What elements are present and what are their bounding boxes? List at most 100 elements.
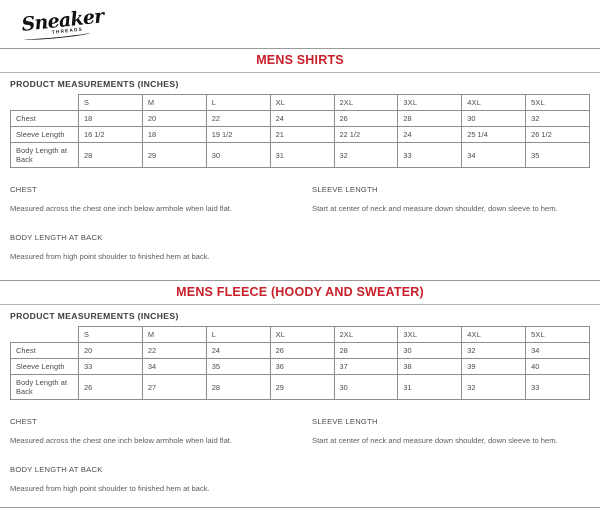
cell: 26 [333, 110, 399, 127]
row-label-body-length-at-back: Body Length at Back [10, 142, 79, 168]
definition-body-sleeve-length: Start at center of neck and measure down… [312, 436, 558, 445]
cell: 26 [269, 342, 335, 359]
cell: 28 [333, 342, 399, 359]
definition-spacer [10, 218, 300, 228]
sub-heading-product-measurements: PRODUCT MEASUREMENTS (INCHES) [10, 311, 179, 321]
cell: 22 [141, 342, 207, 359]
table-row: Sleeve Length 16 1/2 18 19 1/2 21 22 1/2… [10, 126, 590, 143]
section-spacer [0, 266, 600, 280]
section-bottom-rule [0, 304, 600, 305]
row-label-chest: Chest [10, 342, 79, 359]
col-header-5xl: 5XL [525, 326, 590, 343]
definition-term-chest: CHEST [10, 417, 37, 426]
cell: 33 [525, 374, 590, 400]
cell: 38 [397, 358, 463, 375]
cell: 18 [78, 110, 143, 127]
table-corner-cell [11, 95, 79, 111]
section-bottom-rule [0, 72, 600, 73]
cell: 40 [525, 358, 590, 375]
cell: 33 [78, 358, 143, 375]
definition-body-chest: Measured across the chest one inch below… [10, 436, 233, 445]
definition-term-body-length-at-back: BODY LENGTH AT BACK [10, 233, 103, 242]
size-table-mens-shirts: S M L XL 2XL 3XL 4XL 5XL Chest 18 20 [10, 94, 590, 168]
size-table-mens-fleece: S M L XL 2XL 3XL 4XL 5XL Chest 20 22 [10, 326, 590, 400]
definitions-right-column: SLEEVE LENGTH Start at center of neck an… [300, 180, 590, 266]
col-header-xl: XL [269, 94, 335, 111]
cell: 34 [525, 342, 590, 359]
cell: 32 [461, 374, 527, 400]
col-header-4xl: 4XL [461, 94, 527, 111]
section-top-rule [0, 280, 600, 281]
cell: 33 [397, 142, 463, 168]
cell: 16 1/2 [78, 126, 143, 143]
cell: 31 [269, 142, 335, 168]
table-wrapper: S M L XL 2XL 3XL 4XL 5XL Chest 18 20 [0, 94, 600, 168]
definition-term-sleeve-length: SLEEVE LENGTH [312, 185, 378, 194]
cell: 18 [141, 126, 207, 143]
row-label-sleeve-length: Sleeve Length [10, 126, 79, 143]
col-header-l: L [205, 326, 271, 343]
table-header-row: S M L XL 2XL 3XL 4XL 5XL [11, 326, 590, 343]
table-corner-cell [11, 327, 79, 343]
cell: 34 [141, 358, 207, 375]
cell: 34 [461, 142, 527, 168]
definitions-left-column: CHEST Measured across the chest one inch… [10, 180, 300, 266]
definitions-block: CHEST Measured across the chest one inch… [0, 400, 600, 498]
definition-body-body-length-at-back: Measured from high point shoulder to fin… [10, 484, 210, 493]
col-header-xl: XL [269, 326, 335, 343]
cell: 24 [205, 342, 271, 359]
cell: 25 1/4 [461, 126, 527, 143]
table-row: Chest 18 20 22 24 26 28 30 32 [10, 110, 590, 127]
cell: 24 [397, 126, 463, 143]
definitions-right-column: SLEEVE LENGTH Start at center of neck an… [300, 412, 590, 498]
section-top-rule [0, 48, 600, 49]
cell: 35 [205, 358, 271, 375]
table-row: Sleeve Length 33 34 35 36 37 38 39 40 [10, 358, 590, 375]
row-label-body-length-at-back: Body Length at Back [10, 374, 79, 400]
cell: 20 [141, 110, 207, 127]
section-title-mens-fleece: MENS FLEECE (HOODY AND SWEATER) [176, 285, 424, 299]
cell: 21 [269, 126, 335, 143]
cell: 30 [461, 110, 527, 127]
col-header-3xl: 3XL [397, 326, 463, 343]
col-header-2xl: 2XL [333, 94, 399, 111]
definition-term-sleeve-length: SLEEVE LENGTH [312, 417, 378, 426]
row-label-sleeve-length: Sleeve Length [10, 358, 79, 375]
cell: 32 [461, 342, 527, 359]
cell: 30 [397, 342, 463, 359]
col-header-l: L [205, 94, 271, 111]
col-header-m: M [141, 94, 207, 111]
definitions-block: CHEST Measured across the chest one inch… [0, 168, 600, 266]
table-row: Body Length at Back 26 27 28 29 30 31 32… [10, 374, 590, 400]
cell: 26 [78, 374, 143, 400]
cell: 29 [269, 374, 335, 400]
table-row: Body Length at Back 28 29 30 31 32 33 34… [10, 142, 590, 168]
section-mens-shirts: MENS SHIRTS PRODUCT MEASUREMENTS (INCHES… [0, 48, 600, 266]
sneaker-threads-logo: Sneaker THREADS [20, 5, 105, 46]
cell: 24 [269, 110, 335, 127]
definition-spacer [10, 450, 300, 460]
definition-body-sleeve-length: Start at center of neck and measure down… [312, 204, 558, 213]
brand-header: Sneaker THREADS [0, 0, 600, 48]
cell: 22 1/2 [333, 126, 399, 143]
cell: 28 [397, 110, 463, 127]
col-header-s: S [78, 326, 143, 343]
cell: 30 [333, 374, 399, 400]
cell: 31 [397, 374, 463, 400]
definitions-left-column: CHEST Measured across the chest one inch… [10, 412, 300, 498]
cell: 30 [205, 142, 271, 168]
cell: 32 [333, 142, 399, 168]
col-header-2xl: 2XL [333, 326, 399, 343]
cell: 28 [205, 374, 271, 400]
table-row: Chest 20 22 24 26 28 30 32 34 [10, 342, 590, 359]
row-label-chest: Chest [10, 110, 79, 127]
cell: 22 [205, 110, 271, 127]
col-header-s: S [78, 94, 143, 111]
cell: 32 [525, 110, 590, 127]
cell: 39 [461, 358, 527, 375]
cell: 27 [141, 374, 207, 400]
cell: 26 1/2 [525, 126, 590, 143]
cell: 37 [333, 358, 399, 375]
section-mens-fleece: MENS FLEECE (HOODY AND SWEATER) PRODUCT … [0, 280, 600, 508]
